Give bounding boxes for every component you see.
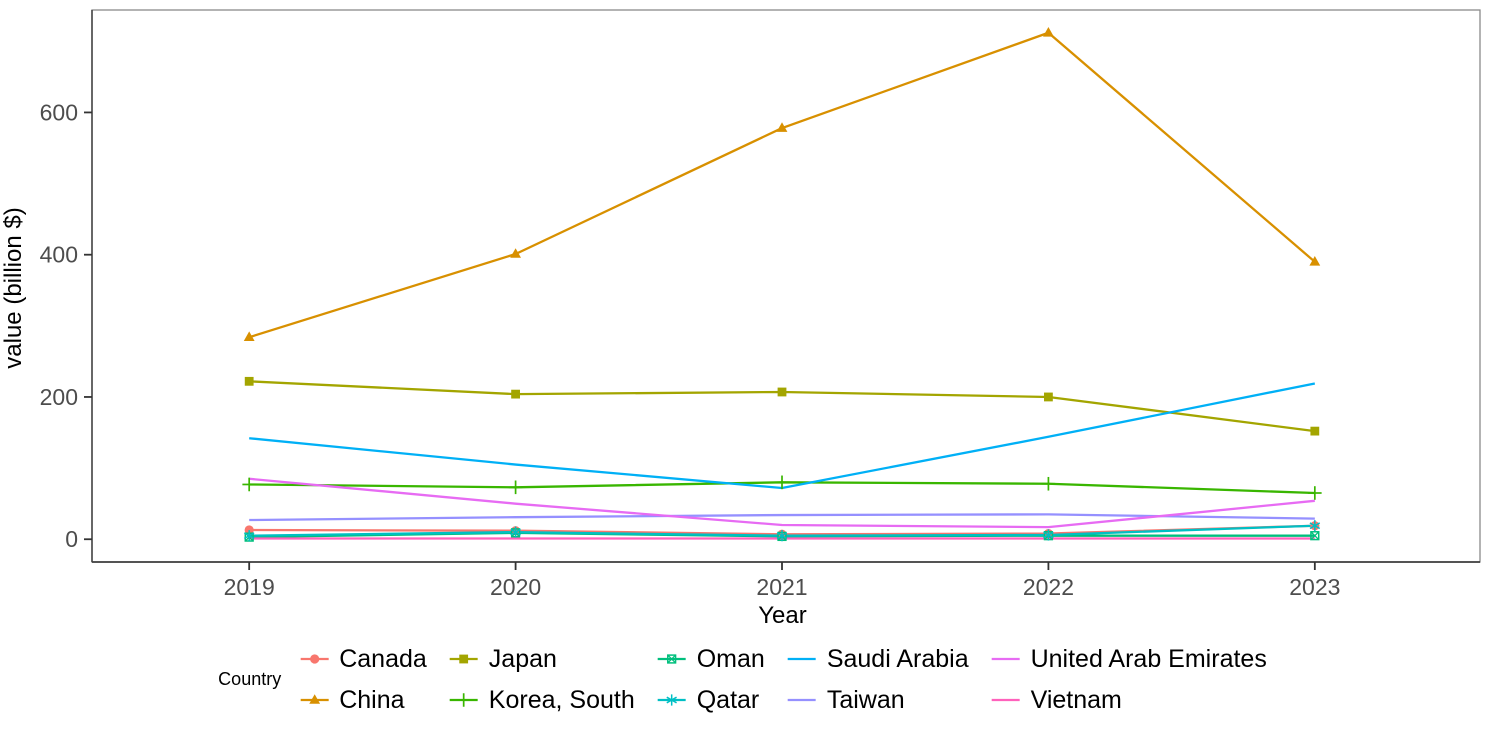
- legend-item-vietnam: Vietnam: [989, 685, 1267, 715]
- asterisk-marker-icon: [243, 532, 255, 540]
- square-marker-icon: [459, 654, 469, 664]
- x-axis-title-text: Year: [758, 602, 807, 629]
- legend-label-saudi-arabia: Saudi Arabia: [826, 644, 969, 673]
- legend-item-taiwan: Taiwan: [785, 685, 969, 715]
- legend-key-taiwan: [787, 698, 816, 702]
- square-marker-icon: [777, 387, 787, 397]
- triangle-marker-icon: [1309, 256, 1321, 266]
- legend-column: Saudi Arabia Taiwan: [785, 644, 969, 715]
- circle-marker-icon: [309, 654, 319, 664]
- y-tick-label: 600: [40, 99, 78, 125]
- legend-label-korea-south: Korea, South: [488, 685, 635, 714]
- legend-label-qatar: Qatar: [696, 685, 760, 714]
- square-x-marker-icon: [1310, 531, 1320, 541]
- circle-marker-icon: [244, 525, 254, 535]
- x-tick-label: 2022: [1023, 574, 1074, 600]
- series-line-united-arab-emirates: [249, 477, 1315, 529]
- legend-label-oman: Oman: [696, 644, 765, 673]
- legend-label-japan: Japan: [488, 644, 557, 673]
- legend-item-united-arab-emirates: United Arab Emirates: [989, 644, 1267, 674]
- x-tick-label: 2020: [490, 574, 541, 600]
- triangle-marker-icon: [1043, 26, 1054, 37]
- legend-label-canada: Canada: [339, 644, 427, 673]
- square-marker-icon: [1044, 392, 1053, 402]
- square-marker-icon: [511, 389, 520, 399]
- x-tick-label: 2023: [1289, 574, 1340, 600]
- legend-item-korea-south: Korea, South: [447, 685, 635, 715]
- legend-key-saudi-arabia: [787, 657, 816, 661]
- asterisk-marker-icon: [776, 532, 788, 540]
- series-markers-japan: [244, 376, 1320, 436]
- legend-key-qatar: [657, 694, 686, 706]
- legend-label-taiwan: Taiwan: [826, 685, 905, 714]
- y-tick-label: 200: [40, 384, 78, 410]
- y-tick-label: 0: [65, 526, 78, 552]
- square-x-marker-icon: [1310, 531, 1320, 541]
- legend-entries: Canada China Japan Korea, South Oman Qatar Sau…: [297, 644, 1267, 715]
- y-axis-title: value (billion $): [0, 207, 27, 369]
- legend-column: Canada China: [297, 644, 427, 715]
- x-tick-label: 2021: [756, 574, 807, 600]
- legend-key-canada: [300, 654, 329, 664]
- triangle-marker-icon: [776, 122, 788, 132]
- legend-item-qatar: Qatar: [655, 685, 765, 715]
- asterisk-marker-icon: [1309, 522, 1321, 530]
- legend-key-united-arab-emirates: [991, 657, 1020, 661]
- square-x-marker-icon: [667, 654, 677, 664]
- legend-item-oman: Oman: [655, 644, 765, 674]
- series-markers-korea-south: [242, 475, 1322, 500]
- series-line-saudi-arabia: [249, 382, 1316, 490]
- x-tick-label: 2019: [224, 574, 275, 600]
- legend-key-china: [300, 694, 329, 704]
- square-marker-icon: [244, 376, 254, 386]
- triangle-marker-icon: [308, 694, 320, 704]
- triangle-marker-icon: [243, 331, 255, 342]
- legend-key-japan: [449, 654, 478, 664]
- legend-item-canada: Canada: [297, 644, 427, 674]
- series-markers-china: [243, 26, 1321, 342]
- asterisk-marker-icon: [666, 696, 677, 704]
- legend-title: Country: [218, 669, 282, 689]
- asterisk-marker-icon: [510, 528, 521, 536]
- y-tick-label: 400: [40, 242, 78, 268]
- legend-key-korea-south: [449, 693, 478, 707]
- series-line-taiwan: [249, 513, 1315, 522]
- series-line-china: [248, 31, 1316, 339]
- x-axis-title: Year: [0, 602, 1485, 630]
- legend-column: United Arab Emirates Vietnam: [989, 644, 1267, 715]
- legend: Country Canada China Japan Korea, South Oman…: [218, 644, 1267, 715]
- legend-label-china: China: [339, 685, 405, 714]
- legend-column: Japan Korea, South: [447, 644, 635, 715]
- triangle-marker-icon: [510, 248, 521, 258]
- panel-border: [91, 9, 1481, 563]
- legend-item-japan: Japan: [447, 644, 635, 674]
- legend-key-oman: [657, 654, 686, 664]
- legend-key-vietnam: [991, 698, 1020, 702]
- series-markers-qatar: [243, 520, 1321, 542]
- legend-label-vietnam: Vietnam: [1030, 685, 1122, 714]
- square-marker-icon: [1310, 426, 1320, 436]
- legend-label-united-arab-emirates: United Arab Emirates: [1030, 644, 1267, 673]
- legend-column: Oman Qatar: [655, 644, 765, 715]
- asterisk-marker-icon: [1043, 531, 1054, 539]
- legend-item-saudi-arabia: Saudi Arabia: [785, 644, 969, 674]
- legend-item-china: China: [297, 685, 427, 715]
- square-x-marker-icon: [667, 654, 677, 664]
